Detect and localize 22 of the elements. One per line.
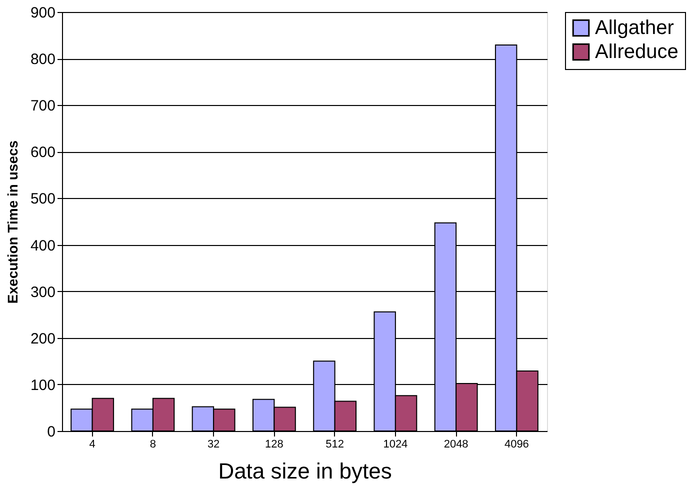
x-tick-label: 2048 <box>444 438 468 450</box>
x-tick-label: 4096 <box>504 438 529 450</box>
y-tick-label: 300 <box>30 284 56 301</box>
y-tick-label: 600 <box>30 144 56 162</box>
x-tick-label: 8 <box>150 438 156 450</box>
legend-label: Allgather <box>595 17 674 39</box>
y-tick-label: 900 <box>30 4 56 22</box>
x-axis-title: Data size in bytes <box>218 458 392 484</box>
x-tick-label: 128 <box>265 438 284 450</box>
y-tick-label: 200 <box>30 330 56 348</box>
x-tick-label: 4 <box>89 438 96 450</box>
y-tick-label: 800 <box>30 51 56 68</box>
y-axis-title: Execution Time in usecs <box>4 140 20 304</box>
y-tick-label: 500 <box>30 190 56 208</box>
y-tick-label: 0 <box>47 424 56 440</box>
x-tick-label: 512 <box>326 438 344 450</box>
legend-label: Allreduce <box>595 41 678 63</box>
x-tick-label: 1024 <box>383 438 408 450</box>
y-tick-label: 700 <box>30 98 56 115</box>
x-tick-label: 32 <box>207 438 220 450</box>
y-tick-label: 100 <box>30 376 56 394</box>
y-tick-label: 400 <box>30 237 56 254</box>
